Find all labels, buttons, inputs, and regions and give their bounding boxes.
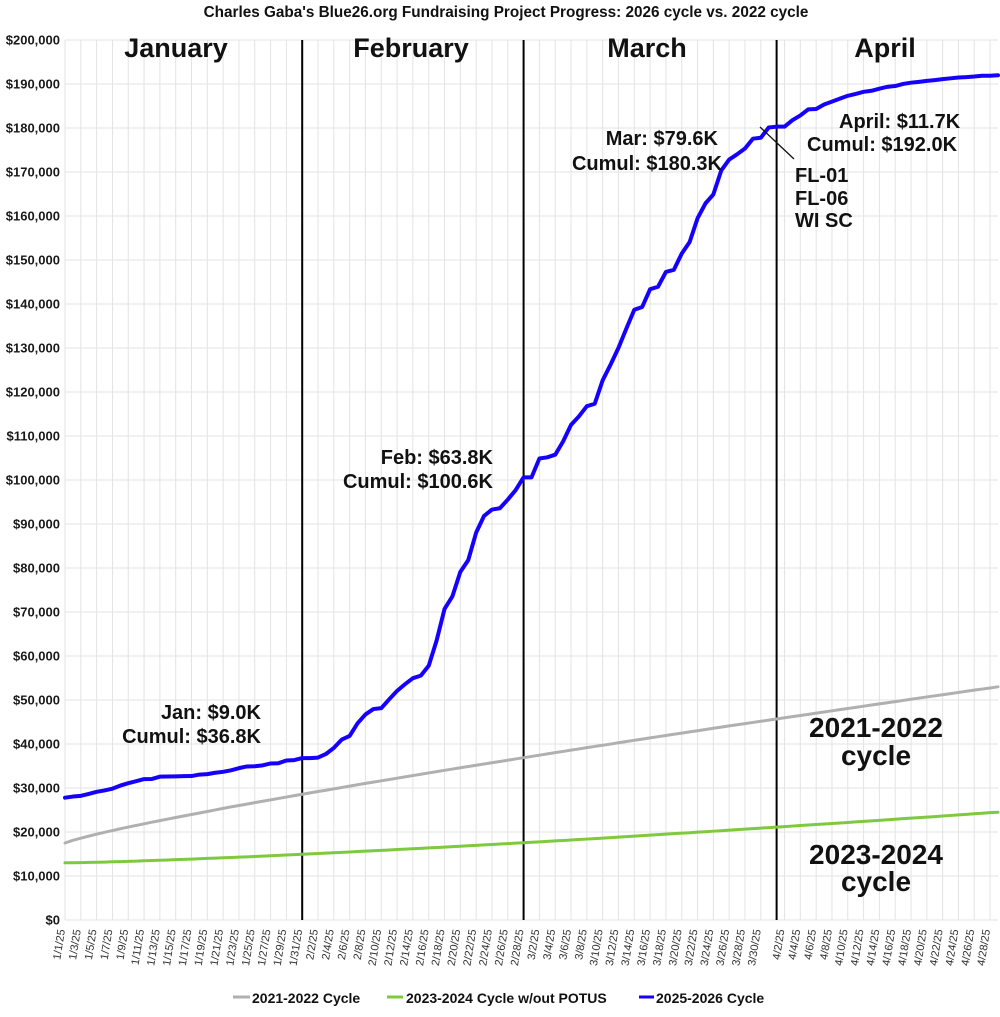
svg-text:Cumul: $192.0K: Cumul: $192.0K	[807, 134, 958, 156]
svg-text:Mar: $79.6K: Mar: $79.6K	[606, 128, 719, 150]
svg-text:March: March	[607, 33, 687, 63]
svg-text:April: $11.7K: April: $11.7K	[839, 111, 961, 133]
svg-text:Cumul: $100.6K: Cumul: $100.6K	[343, 471, 494, 493]
svg-text:2021-2022 Cycle: 2021-2022 Cycle	[252, 990, 360, 1006]
svg-text:$110,000: $110,000	[6, 429, 60, 444]
svg-text:February: February	[353, 33, 469, 63]
svg-text:Jan: $9.0K: Jan: $9.0K	[161, 702, 262, 724]
svg-text:$90,000: $90,000	[13, 517, 60, 532]
svg-text:$100,000: $100,000	[6, 473, 60, 488]
svg-text:$10,000: $10,000	[13, 869, 60, 884]
svg-text:Charles Gaba's Blue26.org Fund: Charles Gaba's Blue26.org Fundraising Pr…	[204, 4, 809, 21]
svg-text:$80,000: $80,000	[13, 561, 60, 576]
svg-text:$170,000: $170,000	[6, 165, 60, 180]
svg-text:FL-01: FL-01	[795, 165, 848, 187]
svg-text:$20,000: $20,000	[13, 825, 60, 840]
svg-text:FL-06: FL-06	[795, 188, 848, 210]
svg-text:cycle: cycle	[841, 866, 911, 897]
svg-text:$60,000: $60,000	[13, 649, 60, 664]
svg-text:$150,000: $150,000	[6, 253, 60, 268]
svg-text:$40,000: $40,000	[13, 737, 60, 752]
svg-text:2025-2026 Cycle: 2025-2026 Cycle	[656, 990, 764, 1006]
svg-text:January: January	[124, 33, 228, 63]
svg-text:$50,000: $50,000	[13, 693, 60, 708]
svg-text:April: April	[854, 33, 916, 63]
svg-text:$130,000: $130,000	[6, 341, 60, 356]
svg-text:$160,000: $160,000	[6, 209, 60, 224]
svg-text:WI SC: WI SC	[795, 210, 853, 232]
svg-text:Feb: $63.8K: Feb: $63.8K	[381, 447, 494, 469]
svg-text:2023-2024 Cycle w/out POTUS: 2023-2024 Cycle w/out POTUS	[406, 990, 607, 1006]
svg-text:$190,000: $190,000	[6, 77, 60, 92]
svg-text:$200,000: $200,000	[6, 33, 60, 48]
svg-text:Cumul: $180.3K: Cumul: $180.3K	[572, 153, 723, 175]
svg-text:$120,000: $120,000	[6, 385, 60, 400]
svg-text:$180,000: $180,000	[6, 121, 60, 136]
svg-text:$30,000: $30,000	[13, 781, 60, 796]
svg-text:$0: $0	[46, 913, 60, 928]
svg-text:cycle: cycle	[841, 740, 911, 771]
svg-text:$140,000: $140,000	[6, 297, 60, 312]
svg-text:Cumul: $36.8K: Cumul: $36.8K	[122, 726, 261, 748]
svg-text:$70,000: $70,000	[13, 605, 60, 620]
svg-text:2021-2022: 2021-2022	[809, 712, 943, 743]
